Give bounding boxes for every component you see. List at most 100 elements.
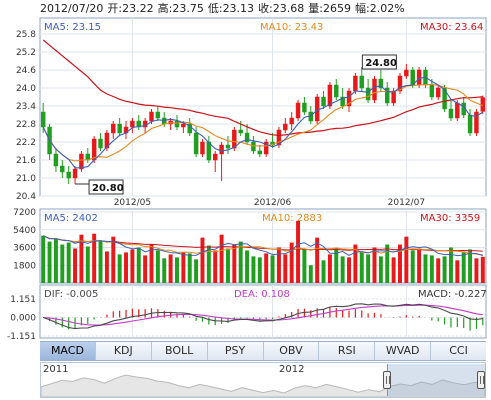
candle-body — [130, 120, 135, 128]
volume-bar — [130, 249, 135, 283]
volume-moving-averages — [42, 235, 483, 257]
volume-bar — [378, 256, 383, 283]
volume-legend-ma5: MA5: 2402 — [44, 213, 98, 224]
volume-bar — [480, 256, 485, 283]
volume-bar — [136, 247, 141, 283]
navigator-label-2011: 2011 — [43, 364, 69, 375]
candle-body — [40, 111, 46, 128]
volume-bar — [385, 244, 390, 283]
volume-bar — [289, 242, 294, 283]
volume-bar — [423, 254, 428, 283]
price-y-tick: 22.2 — [16, 138, 36, 148]
candle-body — [334, 84, 339, 98]
volume-bar — [468, 249, 473, 283]
volume-bar — [391, 257, 396, 283]
quote-date: 2012/07/20 — [40, 2, 103, 15]
price-legend-ma30: MA30: 23.64 — [420, 22, 483, 33]
volume-panel-frame — [39, 208, 487, 284]
price-y-tick: 22.8 — [16, 120, 36, 130]
candle-body — [257, 150, 263, 155]
tab-macd[interactable]: MACD — [40, 342, 95, 360]
macd-legend-dea: DEA: 0.108 — [234, 289, 290, 300]
volume-bar — [398, 244, 402, 283]
tab-boll[interactable]: BOLL — [150, 342, 207, 360]
navigator-label-2012: 2012 — [279, 364, 305, 375]
tab-wvad[interactable]: WVAD — [374, 342, 431, 360]
macd-series — [43, 303, 484, 331]
volume-bar — [47, 241, 52, 283]
volume-bar — [308, 265, 313, 283]
volume-bar — [257, 257, 262, 283]
candle-body — [219, 144, 224, 155]
price-ma30-line — [42, 39, 483, 137]
candle-body — [429, 84, 435, 98]
tab-rsi[interactable]: RSI — [318, 342, 375, 360]
volume-ma5-line — [42, 235, 483, 257]
candle-body — [187, 123, 192, 134]
price-ma10-line — [42, 83, 484, 162]
candle-body — [416, 69, 422, 86]
volume-bar — [117, 254, 122, 283]
price-y-tick: 24.0 — [16, 84, 36, 94]
volume-bar — [41, 235, 46, 283]
candle-body — [251, 141, 256, 152]
macd-dea-line — [43, 304, 483, 326]
volume-ma10-line — [42, 235, 483, 256]
volume-bar — [155, 250, 160, 283]
price-moving-averages — [42, 39, 484, 169]
candle-body — [327, 84, 333, 107]
candle-body — [283, 123, 288, 131]
candle-body — [193, 132, 199, 155]
volume-bar — [111, 236, 116, 283]
volume-bar — [442, 256, 447, 283]
tab-obv[interactable]: OBV — [262, 342, 319, 360]
tab-kdj[interactable]: KDJ — [94, 342, 151, 360]
quote-high: 23.75 — [172, 2, 204, 15]
volume-bar — [429, 255, 434, 283]
volume-bar — [302, 248, 307, 283]
navigator-right-handle[interactable] — [477, 371, 485, 389]
candle-body — [314, 96, 320, 122]
volume-bar — [194, 259, 199, 283]
quote-open: 23.22 — [122, 2, 154, 15]
volume-bar — [359, 251, 364, 283]
volume-bar — [321, 260, 326, 283]
volume-bar — [168, 254, 173, 283]
indicator-tabs: MACD KDJ BOLL PSY OBV RSI WVAD CCI — [40, 341, 486, 361]
volume-legend-ma10: MA10: 2883 — [262, 213, 322, 224]
tab-cci[interactable]: CCI — [430, 342, 486, 360]
high-annotation: 24.80 — [361, 54, 397, 70]
volume-bar — [296, 220, 301, 283]
candle-body — [365, 87, 371, 101]
volume-bar — [232, 244, 237, 283]
navigator-left-handle[interactable] — [383, 371, 391, 389]
volume-bar — [73, 248, 78, 283]
candle-body — [359, 75, 364, 89]
candle-body — [346, 90, 352, 107]
volume-bar — [283, 254, 288, 283]
volume-bar — [175, 257, 179, 283]
price-y-tick: 25.8 — [16, 30, 36, 40]
volume-y-tick: 3600 — [13, 244, 36, 254]
volume-bar — [213, 250, 218, 283]
macd-dif-line — [43, 303, 483, 330]
navigator-trend — [41, 374, 485, 397]
quote-header: 2012/07/20 开:23.22 高:23.75 低:23.13 收:23.68 量:… — [40, 1, 405, 15]
volume-bar — [340, 256, 345, 283]
candle-body — [136, 120, 141, 128]
volume-bar — [149, 244, 154, 283]
quote-volume: 2659 — [323, 2, 351, 15]
tab-psy[interactable]: PSY — [206, 342, 263, 360]
candle-body — [353, 75, 358, 92]
volume-bar — [245, 250, 250, 283]
candle-body — [404, 69, 409, 77]
volume-bar — [461, 252, 466, 283]
navigator-selection[interactable] — [387, 364, 486, 396]
volume-bar — [225, 248, 230, 283]
stock-chart-canvas: 2012/07/20 开:23.22 高:23.75 低:23.13 收:23.68 量:… — [7, 1, 487, 340]
price-legend-ma5: MA5: 23.15 — [44, 22, 101, 33]
low-annotation: 20.80 — [75, 179, 124, 195]
range-navigator[interactable]: 2011 2012 — [40, 362, 486, 398]
volume-bar — [334, 248, 339, 283]
